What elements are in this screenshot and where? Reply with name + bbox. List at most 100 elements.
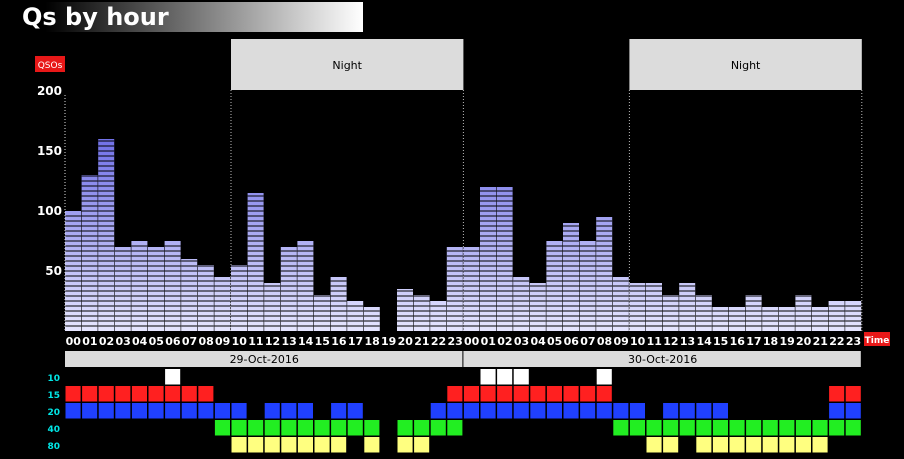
x-tick-label: 21 (414, 335, 429, 348)
x-tick-label: 19 (381, 335, 396, 348)
x-tick-label: 04 (530, 335, 546, 348)
bar (98, 139, 115, 331)
bar (330, 277, 347, 331)
band-cell (314, 420, 330, 436)
x-tick-label: 22 (431, 335, 446, 348)
bar (463, 247, 480, 331)
band-cell (65, 386, 81, 402)
bar (563, 223, 579, 331)
bar (247, 193, 264, 331)
band-cell (829, 386, 845, 402)
band-cell (613, 420, 629, 436)
x-tick-label: 18 (364, 335, 379, 348)
band-cell (165, 369, 181, 385)
bar (314, 295, 330, 331)
x-tick-label: 01 (481, 335, 496, 348)
bar (397, 289, 413, 331)
band-cell (845, 420, 861, 436)
band-cell (812, 437, 828, 453)
band-cell (364, 437, 380, 453)
bar (529, 283, 546, 331)
x-tick-label: 20 (398, 335, 414, 348)
ylabel-box (35, 56, 65, 72)
band-cell (497, 386, 513, 402)
night-label: Night (332, 59, 362, 72)
band-label: 80 (47, 442, 60, 452)
x-tick-label: 08 (597, 335, 612, 348)
xlabel-box (864, 332, 890, 346)
band-cell (613, 403, 629, 419)
band-cell (746, 420, 762, 436)
band-cell (364, 420, 380, 436)
band-cell (812, 420, 828, 436)
band-label: 40 (47, 425, 60, 435)
band-cell (629, 420, 645, 436)
x-tick-label: 12 (265, 335, 280, 348)
x-tick-label: 00 (66, 335, 82, 348)
band-cell (497, 403, 513, 419)
day-label: 30-Oct-2016 (628, 353, 697, 366)
x-tick-label: 17 (348, 335, 363, 348)
y-tick-label: 50 (45, 264, 62, 278)
night-label: Night (731, 59, 761, 72)
bar (662, 295, 679, 331)
bar (762, 307, 779, 331)
bar (712, 307, 729, 331)
band-cell (115, 386, 131, 402)
band-cell (148, 403, 164, 419)
band-cell (712, 420, 728, 436)
band-cell (430, 420, 446, 436)
band-cell (214, 403, 230, 419)
band-cell (463, 386, 479, 402)
x-tick-label: 16 (730, 335, 746, 348)
band-cell (480, 369, 496, 385)
x-tick-label: 11 (647, 335, 662, 348)
x-tick-label: 00 (464, 335, 480, 348)
y-tick-label: 200 (37, 84, 62, 98)
band-cell (264, 403, 280, 419)
bar (181, 259, 198, 331)
band-cell (663, 420, 679, 436)
band-cell (165, 386, 181, 402)
band-cell (762, 420, 778, 436)
band-label: 20 (47, 408, 60, 418)
band-cell (148, 386, 164, 402)
band-cell (463, 403, 479, 419)
band-cell (331, 403, 347, 419)
bar (612, 277, 629, 331)
band-cell (281, 420, 297, 436)
bar (81, 175, 98, 331)
band-cell (762, 437, 778, 453)
band-cell (696, 420, 712, 436)
bar (629, 283, 646, 331)
x-tick-label: 15 (315, 335, 330, 348)
x-tick-label: 06 (564, 335, 580, 348)
band-cell (779, 437, 795, 453)
band-cell (414, 437, 430, 453)
band-cell (596, 369, 612, 385)
band-label: 10 (47, 374, 60, 384)
x-tick-label: 13 (281, 335, 296, 348)
y-tick-label: 100 (37, 204, 62, 218)
band-cell (264, 420, 280, 436)
band-cell (546, 403, 562, 419)
band-cell (181, 403, 197, 419)
band-cell (430, 403, 446, 419)
band-cell (580, 386, 596, 402)
band-cell (314, 437, 330, 453)
bar (596, 217, 613, 331)
band-cell (131, 403, 147, 419)
night-panel (231, 39, 464, 90)
x-tick-label: 06 (165, 335, 181, 348)
band-cell (530, 386, 546, 402)
night-panel (629, 39, 862, 90)
bar (795, 295, 812, 331)
band-cell (829, 420, 845, 436)
band-cell (596, 386, 612, 402)
x-tick-label: 09 (215, 335, 230, 348)
band-cell (663, 403, 679, 419)
band-activity: 10 15 20 40 80 (47, 369, 861, 453)
band-cell (414, 420, 430, 436)
band-cell (82, 386, 98, 402)
